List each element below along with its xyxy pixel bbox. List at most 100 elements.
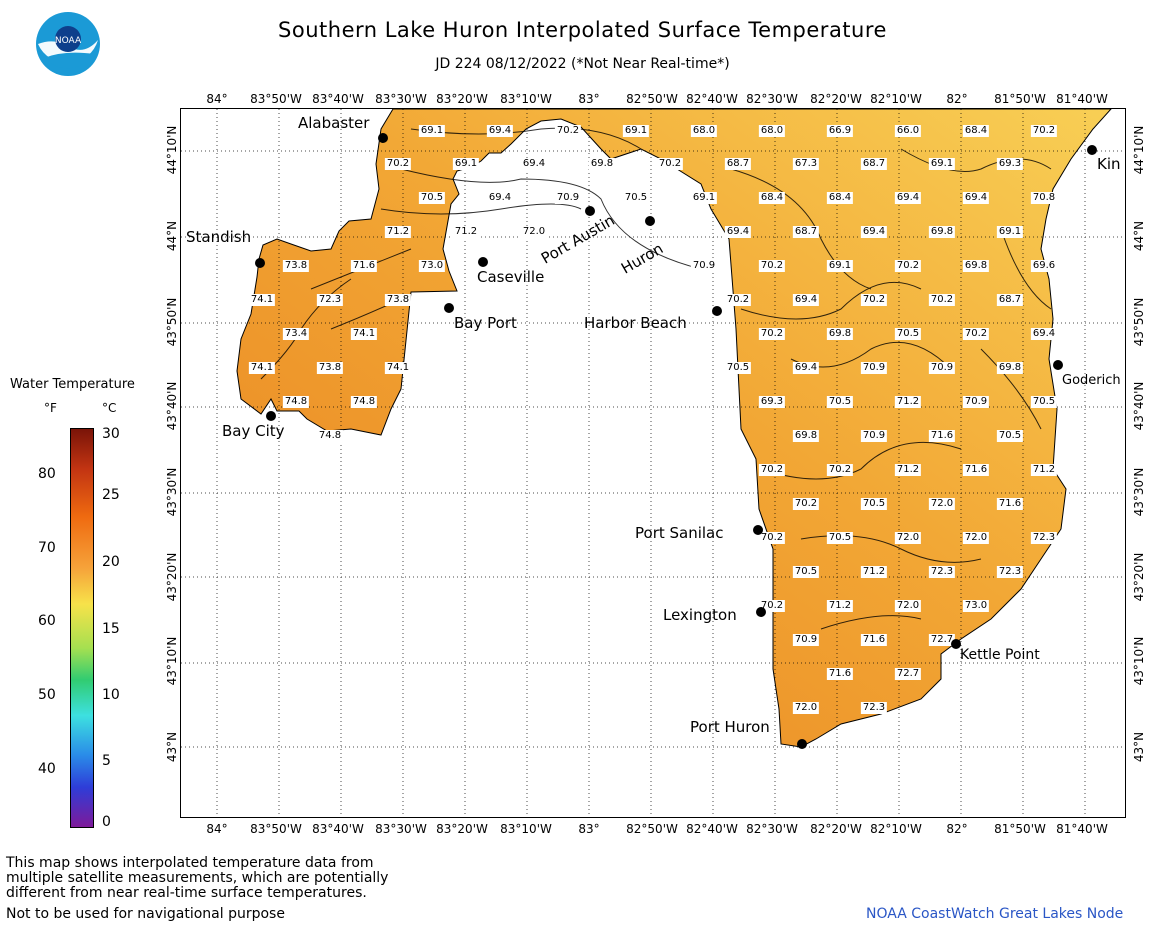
temperature-label: 70.9 <box>554 192 582 204</box>
longitude-tick-label: 83°20'W <box>436 822 488 836</box>
temperature-label: 70.9 <box>860 430 888 442</box>
city-label-lexington: Lexington <box>663 606 737 624</box>
legend-c-tick: 5 <box>102 753 111 769</box>
temperature-label: 69.8 <box>928 226 956 238</box>
noaa-logo: NOAA <box>34 10 102 78</box>
temperature-label: 70.5 <box>622 192 650 204</box>
city-dot <box>1087 145 1097 155</box>
temperature-label: 71.2 <box>1030 464 1058 476</box>
map-area <box>180 108 1127 819</box>
temperature-label: 72.7 <box>894 668 922 680</box>
temperature-label: 69.1 <box>418 125 446 137</box>
legend-c-tick: 25 <box>102 487 120 503</box>
city-dot <box>797 739 807 749</box>
city-label-bay-city: Bay City <box>222 422 285 440</box>
temperature-label: 68.0 <box>690 125 718 137</box>
longitude-tick-label: 82°40'W <box>686 92 738 106</box>
temperature-label: 70.5 <box>826 532 854 544</box>
temperature-label: 70.2 <box>758 328 786 340</box>
temperature-label: 70.5 <box>860 498 888 510</box>
longitude-tick-label: 83°50'W <box>250 822 302 836</box>
latitude-tick-label: 43°30'N <box>1132 467 1146 517</box>
longitude-tick-label: 83°40'W <box>312 92 364 106</box>
temperature-label: 74.8 <box>282 396 310 408</box>
latitude-tick-label: 43°30'N <box>165 467 179 517</box>
temperature-label: 73.0 <box>962 600 990 612</box>
map-subtitle: JD 224 08/12/2022 (*Not Near Real-time*) <box>435 56 730 72</box>
city-label-port-sanilac: Port Sanilac <box>635 524 724 542</box>
temperature-label: 70.2 <box>826 464 854 476</box>
temperature-label: 68.7 <box>724 158 752 170</box>
temperature-label: 70.5 <box>826 396 854 408</box>
city-label-kettle-point: Kettle Point <box>960 647 1040 663</box>
temperature-label: 69.4 <box>962 192 990 204</box>
legend-c-tick: 10 <box>102 687 120 703</box>
footer-note-line-4: Not to be used for navigational purpose <box>6 906 285 922</box>
temperature-label: 71.2 <box>384 226 412 238</box>
temperature-label: 70.2 <box>962 328 990 340</box>
temperature-label: 72.0 <box>894 600 922 612</box>
legend-unit-f: °F <box>44 401 57 415</box>
temperature-label: 70.5 <box>792 566 820 578</box>
latitude-tick-label: 43°10'N <box>1132 636 1146 686</box>
legend-f-tick: 60 <box>38 613 56 629</box>
city-label-goderich: Goderich <box>1062 373 1121 388</box>
temperature-label: 74.1 <box>350 328 378 340</box>
city-label-port-huron: Port Huron <box>690 718 770 736</box>
longitude-tick-label: 82°40'W <box>686 822 738 836</box>
temperature-label: 70.9 <box>792 634 820 646</box>
temperature-label: 72.0 <box>520 226 548 238</box>
legend-c-tick: 20 <box>102 554 120 570</box>
longitude-tick-label: 83°10'W <box>500 822 552 836</box>
latitude-tick-label: 44°10'N <box>1132 125 1146 175</box>
lake-svg <box>181 108 1127 819</box>
temperature-label: 70.2 <box>758 260 786 272</box>
latitude-tick-label: 43°50'N <box>165 297 179 347</box>
temperature-label: 71.6 <box>928 430 956 442</box>
temperature-label: 71.2 <box>452 226 480 238</box>
city-label-alabaster: Alabaster <box>298 114 370 132</box>
temperature-label: 69.8 <box>826 328 854 340</box>
city-dot <box>378 133 388 143</box>
temperature-label: 69.1 <box>452 158 480 170</box>
temperature-label: 69.4 <box>860 226 888 238</box>
temperature-label: 74.8 <box>350 396 378 408</box>
temperature-label: 69.4 <box>1030 328 1058 340</box>
temperature-label: 68.4 <box>826 192 854 204</box>
city-label-bay-port: Bay Port <box>454 314 517 332</box>
temperature-label: 69.1 <box>622 125 650 137</box>
legend-f-tick: 70 <box>38 540 56 556</box>
temperature-label: 70.5 <box>1030 396 1058 408</box>
temperature-label: 66.9 <box>826 125 854 137</box>
latitude-tick-label: 43°50'N <box>1132 297 1146 347</box>
longitude-tick-label: 81°50'W <box>994 92 1046 106</box>
temperature-label: 73.4 <box>282 328 310 340</box>
temperature-label: 69.4 <box>792 362 820 374</box>
temperature-label: 70.2 <box>554 125 582 137</box>
temperature-label: 72.3 <box>996 566 1024 578</box>
isotherms <box>260 127 1052 630</box>
latitude-tick-label: 43°20'N <box>1132 552 1146 602</box>
longitude-tick-label: 83° <box>578 822 600 836</box>
temperature-label: 69.8 <box>962 260 990 272</box>
temperature-label: 71.6 <box>962 464 990 476</box>
longitude-tick-label: 82°20'W <box>810 822 862 836</box>
temperature-label: 72.0 <box>962 532 990 544</box>
longitude-tick-label: 83°30'W <box>375 92 427 106</box>
city-label-standish: Standish <box>186 228 252 246</box>
temperature-label: 69.8 <box>588 158 616 170</box>
city-dot <box>645 216 655 226</box>
longitude-tick-label: 82°10'W <box>870 92 922 106</box>
temperature-label: 68.7 <box>860 158 888 170</box>
temperature-label: 69.4 <box>486 192 514 204</box>
temperature-label: 72.3 <box>928 566 956 578</box>
latitude-tick-label: 43°20'N <box>165 552 179 602</box>
temperature-label: 70.2 <box>894 260 922 272</box>
temperature-label: 71.6 <box>860 634 888 646</box>
footer-note-line-2: multiple satellite measurements, which a… <box>6 870 389 886</box>
temperature-label: 70.9 <box>962 396 990 408</box>
temperature-label: 72.3 <box>860 702 888 714</box>
legend-unit-c: °C <box>102 401 117 415</box>
lake-water <box>236 108 1113 748</box>
temperature-label: 72.0 <box>792 702 820 714</box>
